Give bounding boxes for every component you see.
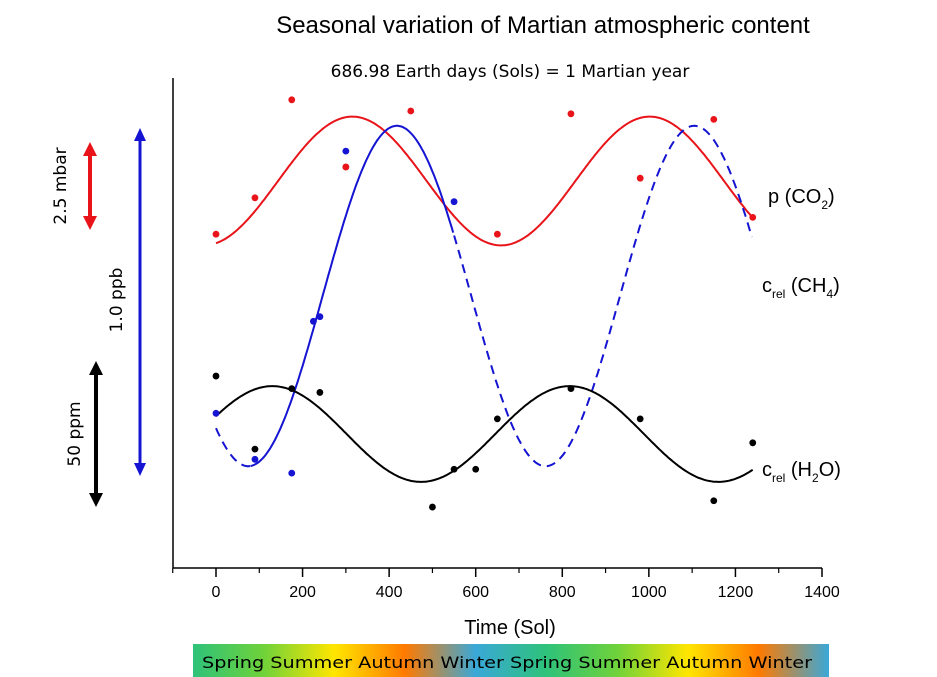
scale-bar-co2: 2.5 mbar bbox=[51, 142, 97, 230]
data-point-ch4 bbox=[342, 147, 350, 155]
data-point-co2 bbox=[749, 214, 757, 221]
x-tick-label-1400: 1400 bbox=[804, 584, 840, 601]
x-ticks: 0 200 400 600 800 1000 1200 1400 bbox=[172, 568, 840, 601]
data-point-ch4 bbox=[251, 455, 259, 463]
data-points bbox=[212, 96, 757, 511]
data-point-h2o bbox=[288, 385, 296, 393]
scale-label-ch4: 1.0 ppb bbox=[107, 268, 127, 333]
data-point-co2 bbox=[212, 230, 220, 238]
fit-curve-ch4-dashed-start bbox=[215, 427, 251, 468]
data-point-co2 bbox=[342, 163, 350, 171]
x-tick-label-400: 400 bbox=[376, 584, 403, 601]
fit-curves bbox=[215, 115, 754, 483]
data-point-co2 bbox=[710, 116, 718, 123]
scale-label-co2: 2.5 mbar bbox=[51, 147, 71, 224]
data-point-h2o bbox=[212, 372, 220, 380]
season-bar: Spring Summer Autumn Winter Spring Summe… bbox=[193, 644, 829, 677]
data-point-h2o bbox=[749, 439, 757, 447]
data-point-h2o bbox=[316, 389, 324, 396]
series-label-h2o: crel (H2O) bbox=[762, 459, 841, 485]
scale-arrow-head-top-co2 bbox=[83, 142, 97, 156]
series-label-co2: p (CO2) bbox=[768, 186, 835, 212]
data-point-h2o bbox=[710, 497, 718, 505]
x-tick-label-1000: 1000 bbox=[631, 584, 667, 601]
scale-arrow-head-top-ch4 bbox=[134, 128, 146, 141]
scale-label-h2o: 50 ppm bbox=[65, 401, 85, 466]
scale-bar-ch4: 1.0 ppb bbox=[107, 128, 146, 476]
data-point-ch4 bbox=[316, 313, 324, 321]
fit-curve-ch4-dashed bbox=[453, 124, 753, 468]
scale-arrow-head-top-h2o bbox=[89, 361, 103, 375]
axes bbox=[172, 78, 822, 569]
chart-title: Seasonal variation of Martian atmospheri… bbox=[276, 12, 810, 39]
scale-arrow-head-bottom-ch4 bbox=[134, 463, 146, 476]
chart-subtitle: 686.98 Earth days (Sols) = 1 Martian yea… bbox=[331, 62, 690, 82]
x-tick-label-200: 200 bbox=[289, 584, 316, 601]
season-gradient bbox=[193, 644, 829, 677]
data-point-co2 bbox=[251, 194, 259, 202]
data-point-co2 bbox=[288, 96, 296, 104]
data-point-ch4 bbox=[450, 198, 458, 206]
data-point-co2 bbox=[567, 110, 575, 118]
data-point-ch4 bbox=[212, 409, 220, 417]
data-point-h2o bbox=[636, 415, 644, 423]
x-tick-label-1200: 1200 bbox=[718, 584, 754, 601]
season-labels: Spring Summer Autumn Winter Spring Summe… bbox=[202, 653, 812, 672]
data-point-h2o bbox=[450, 465, 458, 473]
data-point-h2o bbox=[429, 503, 436, 511]
data-point-ch4 bbox=[288, 469, 296, 477]
fit-curve-co2 bbox=[215, 115, 754, 247]
scale-arrow-head-bottom-h2o bbox=[89, 493, 103, 507]
scale-bar-h2o: 50 ppm bbox=[65, 361, 103, 507]
series-label-ch4: crel (CH4) bbox=[762, 275, 840, 301]
data-point-h2o bbox=[493, 415, 501, 423]
data-point-co2 bbox=[493, 230, 501, 238]
x-tick-label-600: 600 bbox=[462, 584, 489, 601]
data-point-h2o bbox=[472, 465, 480, 473]
x-tick-label-800: 800 bbox=[549, 584, 576, 601]
fit-curve-h2o bbox=[215, 385, 754, 483]
x-tick-label-0: 0 bbox=[212, 584, 221, 601]
scale-arrow-head-bottom-co2 bbox=[83, 216, 97, 230]
x-axis-label: Time (Sol) bbox=[464, 617, 555, 639]
data-point-co2 bbox=[407, 107, 415, 115]
data-point-co2 bbox=[636, 174, 644, 182]
data-point-h2o bbox=[567, 385, 575, 393]
data-point-ch4 bbox=[309, 317, 317, 325]
fit-curve-ch4 bbox=[250, 124, 455, 467]
data-point-h2o bbox=[251, 445, 259, 453]
